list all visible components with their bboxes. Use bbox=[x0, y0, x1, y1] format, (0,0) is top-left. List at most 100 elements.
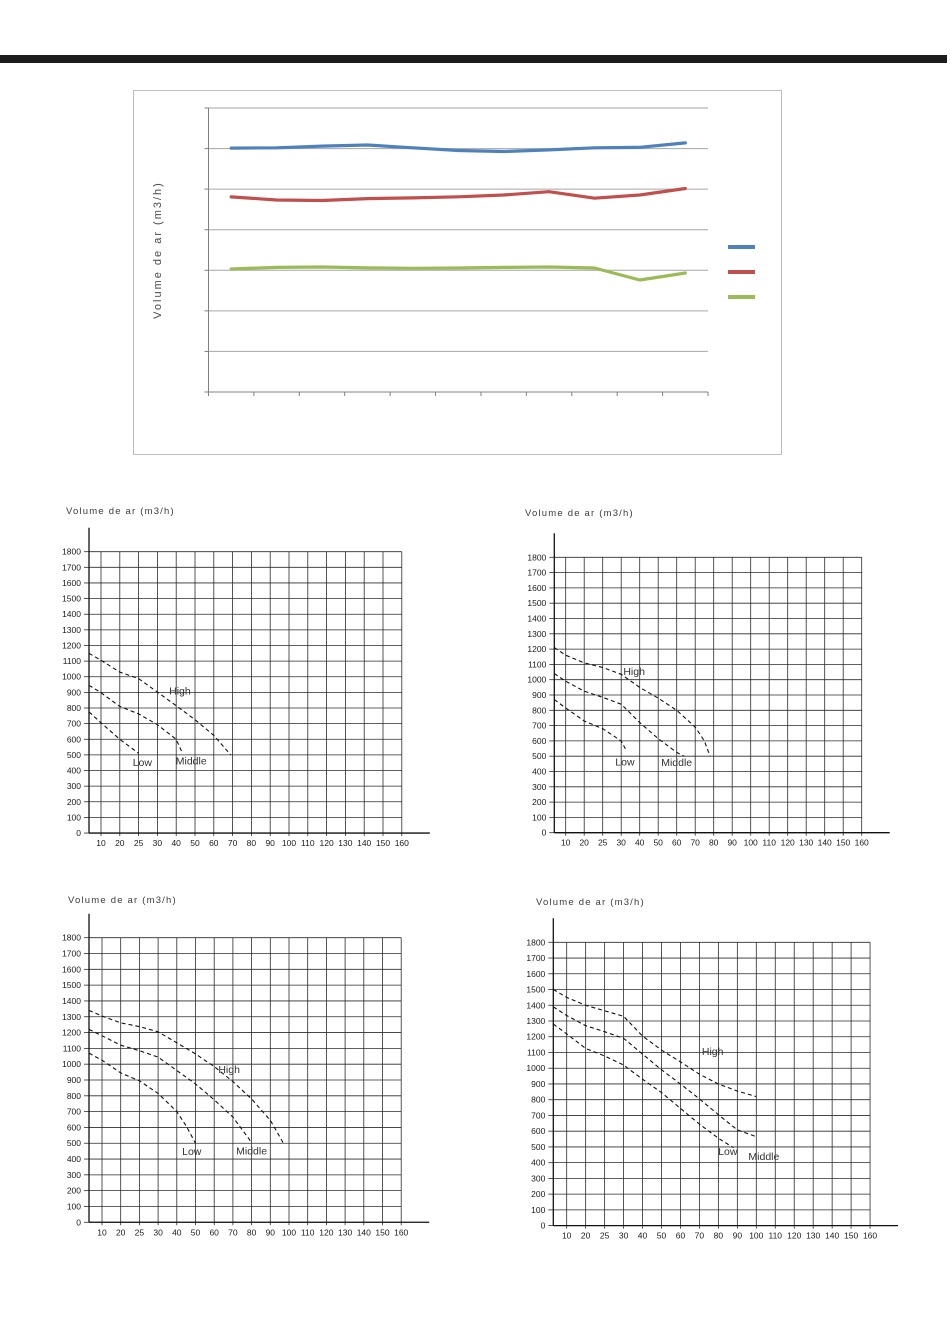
svg-text:140: 140 bbox=[818, 838, 832, 848]
svg-text:130: 130 bbox=[806, 1231, 820, 1241]
svg-text:60: 60 bbox=[676, 1231, 686, 1241]
fan-chart-top-right: 1800 1700 1600 1500 1400 1300 1200 1100 1000 900 8… bbox=[495, 498, 920, 875]
svg-text:500: 500 bbox=[67, 1138, 81, 1148]
svg-text:100: 100 bbox=[531, 1205, 545, 1215]
svg-text:50: 50 bbox=[657, 1231, 667, 1241]
fan-curves-top-right-x-tick-labels: 10 20 25 30 40 50 60 70 80 90 100 110 120 130 140 150 16… bbox=[561, 838, 869, 848]
svg-text:1700: 1700 bbox=[527, 568, 546, 578]
svg-text:700: 700 bbox=[67, 1107, 81, 1117]
svg-text:30: 30 bbox=[153, 838, 163, 848]
fan-curves-bottom-left-x-tick-labels: 10 20 25 30 40 50 60 70 80 90 100 110 120 130 140 150 16… bbox=[97, 1227, 408, 1237]
svg-text:600: 600 bbox=[67, 1122, 81, 1132]
fan-curves-top-left-label-high: High bbox=[169, 686, 191, 698]
legend-swatch-series-red bbox=[728, 270, 755, 274]
svg-text:40: 40 bbox=[635, 838, 645, 848]
svg-text:1000: 1000 bbox=[62, 1059, 81, 1069]
svg-text:50: 50 bbox=[191, 1227, 201, 1237]
svg-text:120: 120 bbox=[781, 838, 795, 848]
svg-text:400: 400 bbox=[531, 1158, 545, 1168]
svg-text:25: 25 bbox=[135, 1227, 145, 1237]
svg-text:150: 150 bbox=[375, 1227, 389, 1237]
fan-curves-bottom-left-grid bbox=[84, 937, 402, 1226]
svg-text:1500: 1500 bbox=[527, 598, 546, 608]
svg-text:1400: 1400 bbox=[62, 609, 81, 619]
fan-curves-top-left-curve-low bbox=[88, 711, 139, 754]
fan-curves-bottom-left-title: Volume de ar (m3/h) bbox=[68, 895, 177, 906]
overview-legend bbox=[728, 245, 755, 299]
svg-text:140: 140 bbox=[825, 1231, 839, 1241]
fan-curves-bottom-right-label-high: High bbox=[702, 1046, 724, 1058]
svg-text:90: 90 bbox=[733, 1231, 743, 1241]
fan-curves-top-right-grid bbox=[549, 556, 863, 836]
fan-curves-bottom-right-curve-low bbox=[552, 1023, 734, 1149]
svg-text:600: 600 bbox=[532, 736, 546, 746]
svg-text:110: 110 bbox=[768, 1231, 782, 1241]
svg-text:70: 70 bbox=[695, 1231, 705, 1241]
svg-text:150: 150 bbox=[376, 838, 390, 848]
svg-text:600: 600 bbox=[531, 1126, 545, 1136]
svg-text:200: 200 bbox=[67, 797, 81, 807]
fan-curves-bottom-right-y-tick-labels: 1800170016001500140013001200110010009008… bbox=[526, 937, 545, 1230]
fan-curves-bottom-right-curve-middle bbox=[553, 1006, 757, 1138]
svg-text:30: 30 bbox=[619, 1231, 629, 1241]
svg-text:900: 900 bbox=[531, 1079, 545, 1089]
fan-curves-top-left-x-tick-labels: 10 20 25 30 40 50 60 70 80 90 100 110 120 130 140 150 16… bbox=[96, 838, 409, 848]
svg-text:500: 500 bbox=[532, 751, 546, 761]
svg-text:150: 150 bbox=[844, 1231, 858, 1241]
svg-text:30: 30 bbox=[616, 838, 626, 848]
svg-text:1700: 1700 bbox=[526, 953, 545, 963]
svg-text:80: 80 bbox=[247, 838, 257, 848]
svg-text:1800: 1800 bbox=[526, 937, 545, 947]
svg-text:10: 10 bbox=[562, 1231, 572, 1241]
svg-text:40: 40 bbox=[172, 1227, 182, 1237]
svg-text:1100: 1100 bbox=[63, 656, 82, 666]
fan-curves-bottom-right-label-low: Low bbox=[718, 1146, 738, 1158]
svg-text:800: 800 bbox=[67, 703, 81, 713]
fan-curves-top-left-y-tick-labels: 1800170016001500140013001200110010009008… bbox=[62, 547, 81, 838]
svg-text:20: 20 bbox=[579, 838, 589, 848]
svg-text:100: 100 bbox=[282, 1227, 296, 1237]
svg-text:1200: 1200 bbox=[527, 644, 546, 654]
fan-curves-top-right-title: Volume de ar (m3/h) bbox=[525, 508, 634, 519]
fan-curves-top-left-curve-high bbox=[88, 652, 232, 756]
svg-text:100: 100 bbox=[67, 812, 81, 822]
svg-text:800: 800 bbox=[531, 1095, 545, 1105]
fan-curves-top-right-y-tick-labels: 1800170016001500140013001200110010009008… bbox=[527, 552, 546, 837]
fan-chart-top-left: 1800 1700 1600 1500 1400 1300 1200 1100 1000 900 8… bbox=[40, 498, 465, 875]
fan-curves-bottom-right-label-middle: Middle bbox=[748, 1151, 779, 1163]
svg-text:1200: 1200 bbox=[526, 1032, 545, 1042]
overview-line-series-green bbox=[229, 265, 687, 282]
svg-text:50: 50 bbox=[190, 838, 200, 848]
svg-text:100: 100 bbox=[744, 838, 758, 848]
svg-text:1600: 1600 bbox=[62, 964, 81, 974]
svg-text:160: 160 bbox=[395, 838, 409, 848]
fan-curves-bottom-left-y-tick-labels: 1800170016001500140013001200110010009008… bbox=[62, 933, 81, 1228]
svg-text:800: 800 bbox=[67, 1091, 81, 1101]
svg-text:100: 100 bbox=[282, 838, 296, 848]
fan-curves-bottom-left-label-middle: Middle bbox=[236, 1145, 267, 1157]
fan-curves-bottom-left-curve-middle bbox=[88, 1028, 253, 1143]
svg-text:1300: 1300 bbox=[527, 629, 546, 639]
svg-text:700: 700 bbox=[67, 719, 81, 729]
fan-curves-top-right-curve-middle bbox=[553, 673, 685, 757]
svg-text:1200: 1200 bbox=[62, 640, 81, 650]
overview-line-series-red bbox=[229, 186, 687, 203]
fan-curves-bottom-left-curve-low bbox=[88, 1052, 196, 1144]
svg-text:400: 400 bbox=[67, 1154, 81, 1164]
svg-text:1700: 1700 bbox=[62, 949, 81, 959]
svg-text:160: 160 bbox=[855, 838, 869, 848]
svg-text:0: 0 bbox=[542, 828, 547, 838]
svg-text:150: 150 bbox=[836, 838, 850, 848]
svg-text:1800: 1800 bbox=[527, 552, 546, 562]
svg-text:700: 700 bbox=[532, 721, 546, 731]
svg-text:20: 20 bbox=[581, 1231, 591, 1241]
svg-text:25: 25 bbox=[134, 838, 144, 848]
svg-text:20: 20 bbox=[115, 838, 125, 848]
svg-text:90: 90 bbox=[727, 838, 737, 848]
svg-text:110: 110 bbox=[301, 838, 315, 848]
overview-y-axis-label: Volume de ar (m3/h) bbox=[152, 181, 164, 319]
overview-chart-frame: Volume de ar (m3/h) bbox=[133, 90, 782, 455]
svg-text:25: 25 bbox=[600, 1231, 610, 1241]
svg-text:0: 0 bbox=[76, 1217, 81, 1227]
svg-text:90: 90 bbox=[266, 1227, 276, 1237]
